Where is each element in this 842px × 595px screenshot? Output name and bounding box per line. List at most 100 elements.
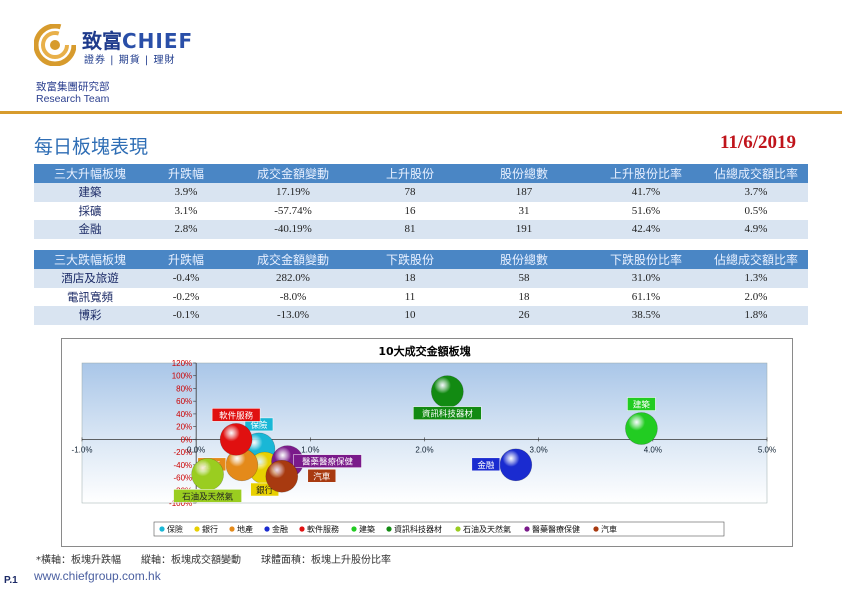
col-header-falling-stocks: 下跌股份 <box>360 250 460 269</box>
col-header-change: 升跌幅 <box>146 250 226 269</box>
top-losers-table: 三大跌幅板塊 升跌幅 成交金額變動 下跌股份 股份總數 下跌股份比率 佔總成交額… <box>34 250 808 325</box>
legend-item: 金融 <box>272 524 288 534</box>
bubble-label: 銀行 <box>256 485 274 496</box>
x-tick-label: 1.0% <box>301 445 319 454</box>
legend-marker <box>194 526 200 532</box>
cell: -8.0% <box>226 287 360 306</box>
sector-name: 電訊寬頻 <box>34 287 146 306</box>
table-row: 博彩 -0.1% -13.0% 10 26 38.5% 1.8% <box>34 306 808 325</box>
bubble-label-box <box>471 457 501 472</box>
bubble-label: 保險 <box>250 420 268 431</box>
cell: 2.8% <box>146 220 226 239</box>
logo-name-cn: 致富 <box>82 29 122 53</box>
legend-marker <box>386 526 392 532</box>
logo-tagline: 證券 | 期貨 | 理財 <box>84 55 176 66</box>
bubble <box>219 423 253 456</box>
cell: 1.3% <box>704 269 808 288</box>
x-tick-label: 3.0% <box>530 445 548 454</box>
sector-name: 博彩 <box>34 306 146 325</box>
legend-box <box>153 521 725 537</box>
y-tick-label: -40% <box>173 461 192 470</box>
bubble-label: 軟件服務 <box>219 410 254 421</box>
x-tick-label: 5.0% <box>758 445 776 454</box>
col-header-sector: 三大跌幅板塊 <box>34 250 146 269</box>
cell: 38.5% <box>588 306 704 325</box>
legend-item: 石油及天然氣 <box>463 524 511 534</box>
col-header-turnover-change: 成交金額變動 <box>226 250 360 269</box>
col-header-falling-ratio: 下跌股份比率 <box>588 250 704 269</box>
website-link[interactable]: www.chiefgroup.com.hk <box>34 569 161 583</box>
cell: 10 <box>360 306 460 325</box>
cell: 191 <box>460 220 588 239</box>
bubble <box>625 412 658 445</box>
bubble-label: 汽車 <box>313 471 331 482</box>
cell: 3.7% <box>704 183 808 202</box>
cell: 17.19% <box>226 183 360 202</box>
cell: 31.0% <box>588 269 704 288</box>
col-header-rising-stocks: 上升股份 <box>360 164 460 183</box>
legend-item: 資訊科技器材 <box>394 524 442 534</box>
y-tick-label: 100% <box>172 372 192 381</box>
bubble-label: 金融 <box>477 460 495 471</box>
cell: -40.19% <box>226 220 360 239</box>
table-row: 採礦 3.1% -57.74% 16 31 51.6% 0.5% <box>34 201 808 220</box>
bubble-chart-svg: 10大成交金額板塊 120% 100% 80% 60% 40% 20% 0% -20% -40% -… <box>72 344 776 537</box>
legend-marker <box>159 526 165 532</box>
cell: 16 <box>360 201 460 220</box>
legend-marker <box>593 526 599 532</box>
x-tick-label: 4.0% <box>644 445 662 454</box>
bubble-label: 石油及天然氣 <box>182 491 234 502</box>
col-header-sector: 三大升幅板塊 <box>34 164 146 183</box>
y-tick-label: 20% <box>176 423 192 432</box>
sector-name: 採礦 <box>34 201 146 220</box>
bubble-label-box <box>293 454 362 468</box>
cell: 18 <box>460 287 588 306</box>
bubble-chart: 10大成交金額板塊 120% 100% 80% 60% 40% 20% 0% -20% -40% -… <box>61 338 793 547</box>
cell: 31 <box>460 201 588 220</box>
y-tick-label: -100% <box>169 499 192 508</box>
y-tick-label: -60% <box>173 474 192 483</box>
cell: -13.0% <box>226 306 360 325</box>
cell: 18 <box>360 269 460 288</box>
sector-name: 金融 <box>34 220 146 239</box>
x-tick-label: -1.0% <box>72 445 93 454</box>
bubble <box>265 459 299 493</box>
bubble <box>191 458 224 491</box>
cell: 58 <box>460 269 588 288</box>
legend-marker <box>264 526 270 532</box>
bubble-label-box <box>173 489 242 503</box>
y-tick-label: 80% <box>176 384 192 393</box>
header-divider <box>0 111 842 114</box>
col-header-rising-ratio: 上升股份比率 <box>588 164 704 183</box>
legend-marker <box>455 526 461 532</box>
legend-item: 銀行 <box>202 524 218 534</box>
col-header-turnover-share: 佔總成交額比率 <box>704 250 808 269</box>
cell: 282.0% <box>226 269 360 288</box>
cell: 78 <box>360 183 460 202</box>
y-tick-label: 60% <box>176 397 192 406</box>
y-tick-label: 0% <box>181 435 193 444</box>
legend-item: 汽車 <box>601 524 617 534</box>
page-title: 每日板塊表現 <box>34 136 149 158</box>
team-name: Research Team <box>36 93 110 105</box>
legend-marker <box>524 526 530 532</box>
bubble-label: 建築 <box>633 400 651 411</box>
chart-title: 10大成交金額板塊 <box>378 344 470 358</box>
cell: 42.4% <box>588 220 704 239</box>
bubble-label-box <box>413 406 482 420</box>
report-date: 11/6/2019 <box>719 132 796 153</box>
top-gainers-table: 三大升幅板塊 升跌幅 成交金額變動 上升股份 股份總數 上升股份比率 佔總成交額… <box>34 164 808 239</box>
bubble-label: 資訊科技器材 <box>422 409 474 420</box>
cell: -57.74% <box>226 201 360 220</box>
cell: -0.1% <box>146 306 226 325</box>
cell: 2.0% <box>704 287 808 306</box>
table-row: 建築 3.9% 17.19% 78 187 41.7% 3.7% <box>34 183 808 202</box>
y-tick-label: -20% <box>173 448 192 457</box>
bubble-label-box <box>307 469 337 483</box>
y-tick-label: 120% <box>172 359 192 368</box>
sector-name: 建築 <box>34 183 146 202</box>
col-header-total-stocks: 股份總數 <box>460 250 588 269</box>
cell: 4.9% <box>704 220 808 239</box>
legend-item: 醫藥醫療保健 <box>532 524 580 534</box>
col-header-turnover-change: 成交金額變動 <box>226 164 360 183</box>
